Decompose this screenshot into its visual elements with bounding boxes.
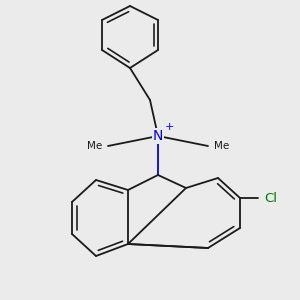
Text: Me: Me	[214, 141, 229, 151]
Text: N: N	[153, 129, 163, 143]
Text: +: +	[164, 122, 174, 132]
Text: Me: Me	[87, 141, 102, 151]
Text: Cl: Cl	[264, 191, 277, 205]
